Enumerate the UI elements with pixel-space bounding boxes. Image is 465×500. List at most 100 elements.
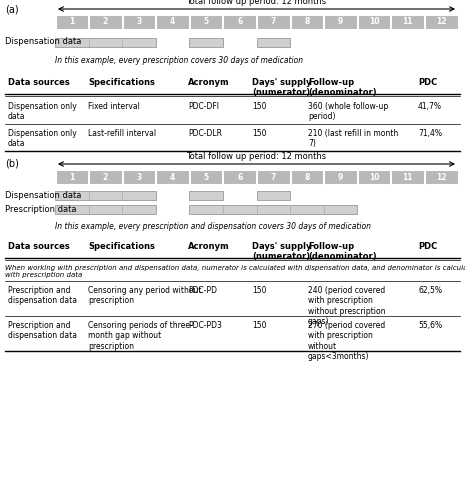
Text: PDC: PDC (418, 242, 437, 251)
Text: 1: 1 (69, 18, 74, 26)
Text: Acronym: Acronym (188, 242, 230, 251)
Text: PDC-PD3: PDC-PD3 (188, 321, 222, 330)
Text: 3: 3 (136, 18, 141, 26)
Text: 11: 11 (402, 172, 413, 182)
Text: (b): (b) (5, 159, 19, 169)
Bar (392, 170, 424, 184)
Text: 8: 8 (304, 18, 310, 26)
Text: Follow-up
(denominator): Follow-up (denominator) (308, 242, 377, 262)
Text: Total follow up period: 12 months: Total follow up period: 12 months (186, 0, 326, 6)
Bar (189, 204, 357, 214)
Bar (223, 170, 256, 184)
Bar (223, 15, 256, 29)
Text: Prescription data: Prescription data (5, 204, 77, 214)
Text: Last-refill interval: Last-refill interval (88, 129, 156, 138)
Text: 3: 3 (136, 172, 141, 182)
Text: Data sources: Data sources (8, 78, 70, 87)
Bar (55, 38, 156, 46)
Text: Fixed interval: Fixed interval (88, 102, 140, 111)
Bar (257, 15, 290, 29)
Text: (a): (a) (5, 4, 19, 14)
Text: 150: 150 (252, 321, 266, 330)
Text: 11: 11 (402, 18, 413, 26)
Text: When working with prescription and dispensation data, numerator is calculated wi: When working with prescription and dispe… (5, 265, 465, 278)
Text: Dispensation only
data: Dispensation only data (8, 102, 77, 122)
Text: 9: 9 (338, 18, 343, 26)
Text: Censoring periods of three-
month gap without
prescription: Censoring periods of three- month gap wi… (88, 321, 193, 351)
Bar (55, 190, 156, 200)
Text: Dispensation only
data: Dispensation only data (8, 129, 77, 148)
Text: 270 (period covered
with prescription
without
gaps<3months): 270 (period covered with prescription wi… (308, 321, 385, 361)
Text: 55,6%: 55,6% (418, 321, 442, 330)
Text: 12: 12 (436, 18, 446, 26)
Text: 7: 7 (271, 18, 276, 26)
Text: 6: 6 (237, 172, 242, 182)
Text: 240 (period covered
with prescription
without prescription
gaps): 240 (period covered with prescription wi… (308, 286, 385, 326)
Text: Days' supply
(numerator): Days' supply (numerator) (252, 78, 312, 98)
Text: 10: 10 (369, 18, 379, 26)
Bar (358, 15, 390, 29)
Text: Follow-up
(denominator): Follow-up (denominator) (308, 78, 377, 98)
Bar (123, 15, 155, 29)
Bar (291, 15, 323, 29)
Text: 41,7%: 41,7% (418, 102, 442, 111)
Text: 5: 5 (204, 172, 209, 182)
Bar (190, 15, 222, 29)
Text: 62,5%: 62,5% (418, 286, 442, 295)
Text: 2: 2 (103, 172, 108, 182)
Bar (189, 190, 223, 200)
Bar (189, 38, 223, 46)
Bar (156, 15, 189, 29)
Bar (324, 15, 357, 29)
Bar (190, 170, 222, 184)
Text: 10: 10 (369, 172, 379, 182)
Bar (55, 204, 156, 214)
Text: PDC-DLR: PDC-DLR (188, 129, 222, 138)
Text: Prescription and
dispensation data: Prescription and dispensation data (8, 286, 77, 306)
Text: 210 (last refill in month
7): 210 (last refill in month 7) (308, 129, 398, 148)
Text: 8: 8 (304, 172, 310, 182)
Text: 7: 7 (271, 172, 276, 182)
Bar (89, 15, 122, 29)
Text: Censoring any period without
prescription: Censoring any period without prescriptio… (88, 286, 201, 306)
Text: Dispensation data: Dispensation data (5, 190, 81, 200)
Text: PDC-DFI: PDC-DFI (188, 102, 219, 111)
Text: 2: 2 (103, 18, 108, 26)
Bar (257, 38, 290, 46)
Bar (123, 170, 155, 184)
Text: Prescription and
dispensation data: Prescription and dispensation data (8, 321, 77, 340)
Bar (156, 170, 189, 184)
Text: 150: 150 (252, 102, 266, 111)
Bar (89, 170, 122, 184)
Text: 71,4%: 71,4% (418, 129, 442, 138)
Text: Data sources: Data sources (8, 242, 70, 251)
Bar (425, 15, 458, 29)
Bar (55, 15, 88, 29)
Text: Specifications: Specifications (88, 242, 155, 251)
Text: Acronym: Acronym (188, 78, 230, 87)
Bar (257, 190, 290, 200)
Text: 1: 1 (69, 172, 74, 182)
Text: Specifications: Specifications (88, 78, 155, 87)
Text: PDC-PD: PDC-PD (188, 286, 217, 295)
Text: In this example, every prescription covers 30 days of medication: In this example, every prescription cove… (55, 56, 303, 65)
Text: Days' supply
(numerator): Days' supply (numerator) (252, 242, 312, 262)
Text: 360 (whole follow-up
period): 360 (whole follow-up period) (308, 102, 388, 122)
Text: Total follow up period: 12 months: Total follow up period: 12 months (186, 152, 326, 161)
Text: 6: 6 (237, 18, 242, 26)
Bar (425, 170, 458, 184)
Bar (55, 170, 88, 184)
Bar (291, 170, 323, 184)
Text: In this example, every prescription and dispensation covers 30 days of medicatio: In this example, every prescription and … (55, 222, 371, 231)
Bar (257, 170, 290, 184)
Bar (358, 170, 390, 184)
Bar (324, 170, 357, 184)
Text: Dispensation data: Dispensation data (5, 38, 81, 46)
Text: 9: 9 (338, 172, 343, 182)
Text: 150: 150 (252, 286, 266, 295)
Text: 12: 12 (436, 172, 446, 182)
Text: 5: 5 (204, 18, 209, 26)
Text: 4: 4 (170, 172, 175, 182)
Text: 4: 4 (170, 18, 175, 26)
Bar (392, 15, 424, 29)
